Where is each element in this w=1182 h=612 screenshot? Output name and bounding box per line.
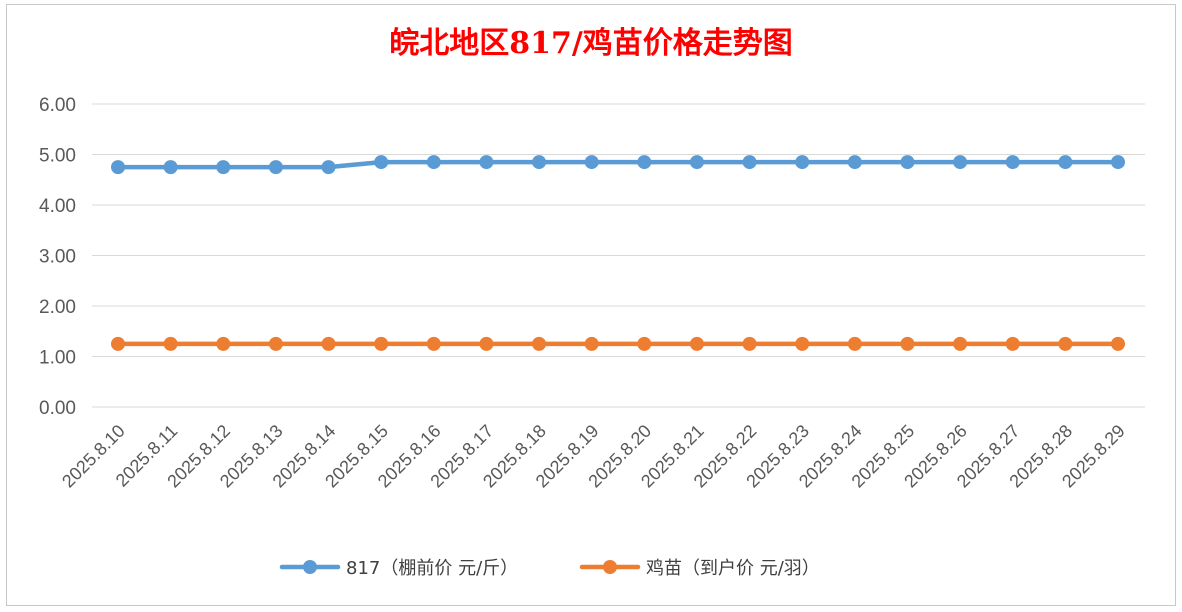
chart-title: 皖北地区817/鸡苗价格走势图 [389,26,793,61]
data-point [426,336,441,351]
data-point [1005,336,1020,351]
data-point [479,336,494,351]
legend-label: 817（棚前价 元/斤） [346,558,518,579]
legend-dot-marker [303,560,317,574]
y-tick-label: 4.00 [39,196,76,217]
data-point [795,155,810,170]
data-point [795,336,810,351]
data-point [111,336,125,351]
data-point [847,336,862,351]
data-point [374,336,389,351]
data-point [163,336,178,351]
data-point [742,155,757,170]
data-point [321,336,336,351]
y-tick-label: 0.00 [39,398,76,419]
data-point [1058,155,1073,170]
data-point [584,155,599,170]
y-tick-label: 2.00 [39,297,76,318]
series-layer [111,155,1125,351]
series-line [115,159,1121,170]
series-1 [111,155,1125,175]
data-point [953,336,968,351]
data-point [689,155,704,170]
grid-lines [92,103,1145,408]
data-point [689,336,704,351]
data-point [163,160,178,175]
data-point [111,160,125,175]
legend-item[interactable]: 817（棚前价 元/斤） [279,558,518,579]
data-point [900,336,915,351]
y-tick-label: 3.00 [39,247,76,268]
data-point [532,336,547,351]
legend-dot-marker [603,560,617,574]
data-point [426,155,441,170]
data-point [479,155,494,170]
legend[interactable]: 817（棚前价 元/斤） 鸡苗（到户价 元/羽） [279,558,820,579]
data-point [268,336,283,351]
data-point [1111,336,1125,351]
data-point [374,155,389,170]
y-tick-label: 6.00 [39,95,76,116]
data-point [637,336,652,351]
data-point [268,160,283,175]
series-2 [111,336,1125,351]
data-point [1005,155,1020,170]
data-point [742,336,757,351]
data-point [216,160,231,175]
data-point [321,160,336,175]
data-point [900,155,915,170]
legend-label: 鸡苗（到户价 元/羽） [646,558,820,579]
data-point [584,336,599,351]
data-point [532,155,547,170]
data-point [1058,336,1073,351]
data-point [216,336,231,351]
data-point [1111,155,1125,170]
data-point [847,155,862,170]
y-axis-ticks: 0.00 1.00 2.00 3.00 4.00 5.00 6.00 [39,95,76,419]
x-axis-ticks: 2025.8.102025.8.112025.8.122025.8.132025… [58,421,1129,492]
data-point [953,155,968,170]
y-tick-label: 5.00 [39,146,76,167]
y-tick-label: 1.00 [39,348,76,369]
data-point [637,155,652,170]
legend-item[interactable]: 鸡苗（到户价 元/羽） [579,558,820,579]
